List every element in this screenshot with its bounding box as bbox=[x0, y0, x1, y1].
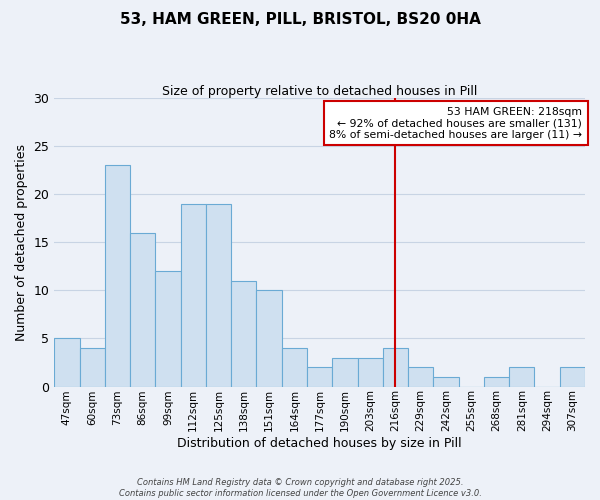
Bar bbox=[256, 290, 282, 386]
Text: Contains HM Land Registry data © Crown copyright and database right 2025.
Contai: Contains HM Land Registry data © Crown c… bbox=[119, 478, 481, 498]
Bar bbox=[80, 348, 105, 387]
Text: 53 HAM GREEN: 218sqm
← 92% of detached houses are smaller (131)
8% of semi-detac: 53 HAM GREEN: 218sqm ← 92% of detached h… bbox=[329, 106, 583, 140]
Bar bbox=[155, 271, 181, 386]
Bar bbox=[307, 368, 332, 386]
Bar bbox=[560, 368, 585, 386]
Bar bbox=[206, 204, 231, 386]
Bar bbox=[231, 280, 256, 386]
Bar bbox=[54, 338, 80, 386]
Bar bbox=[383, 348, 408, 387]
Bar bbox=[408, 368, 433, 386]
Bar bbox=[358, 358, 383, 386]
Bar bbox=[484, 377, 509, 386]
Y-axis label: Number of detached properties: Number of detached properties bbox=[15, 144, 28, 341]
Bar bbox=[509, 368, 535, 386]
Bar bbox=[332, 358, 358, 386]
Bar bbox=[181, 204, 206, 386]
Bar bbox=[105, 166, 130, 386]
Bar bbox=[433, 377, 458, 386]
Text: 53, HAM GREEN, PILL, BRISTOL, BS20 0HA: 53, HAM GREEN, PILL, BRISTOL, BS20 0HA bbox=[119, 12, 481, 28]
Bar bbox=[282, 348, 307, 387]
Bar bbox=[130, 232, 155, 386]
X-axis label: Distribution of detached houses by size in Pill: Distribution of detached houses by size … bbox=[178, 437, 462, 450]
Title: Size of property relative to detached houses in Pill: Size of property relative to detached ho… bbox=[162, 85, 478, 98]
